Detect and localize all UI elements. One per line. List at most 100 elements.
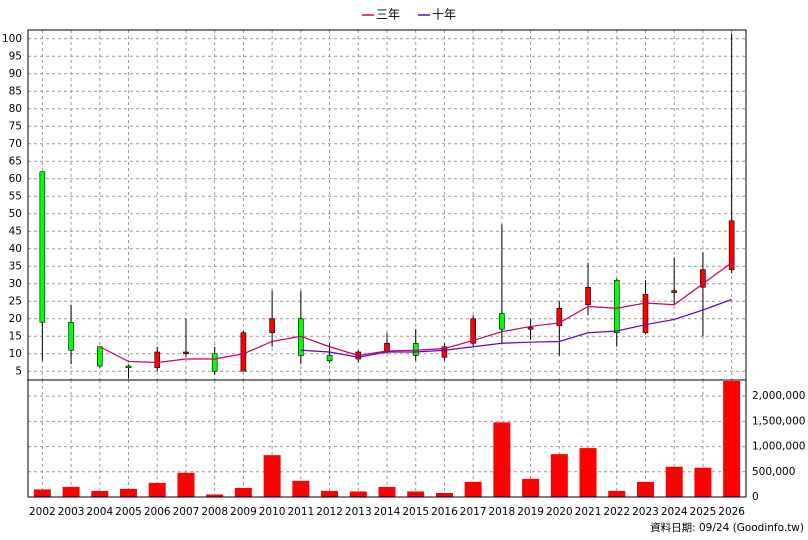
volume-bar [522, 478, 540, 497]
volume-bar [723, 381, 741, 497]
y-tick-label: 2,000,000 [752, 390, 805, 402]
volume-bar [349, 491, 367, 497]
y-tick-label: 0 [752, 491, 759, 503]
y-tick-label: 75 [9, 120, 22, 132]
candle-body [154, 351, 161, 369]
volume-bar [550, 454, 568, 497]
x-tick-label: 2004 [86, 506, 113, 518]
volume-bar [206, 494, 224, 497]
y-tick-label: 100 [2, 33, 22, 45]
y-tick-label: 1,500,000 [752, 415, 805, 427]
volume-bar [321, 490, 339, 497]
y-tick-label: 30 [9, 278, 22, 290]
x-tick-label: 2003 [58, 506, 85, 518]
x-tick-label: 2005 [115, 506, 142, 518]
x-tick-label: 2013 [345, 506, 372, 518]
x-tick-label: 2006 [144, 506, 171, 518]
x-tick-label: 2002 [29, 506, 56, 518]
y-tick-label: 85 [9, 85, 22, 97]
volume-bar [464, 481, 482, 497]
volume-bar [292, 480, 310, 497]
candle-body [700, 269, 706, 288]
candle-body [499, 313, 505, 330]
x-tick-label: 2026 [718, 506, 745, 518]
volume-bar [435, 492, 453, 497]
volume-bar [378, 486, 396, 497]
x-tick-label: 2011 [287, 506, 314, 518]
volume-bar [665, 466, 683, 497]
x-tick-label: 2015 [402, 506, 429, 518]
x-tick-label: 2009 [230, 506, 257, 518]
candle-body [671, 290, 678, 293]
volume-bar [636, 481, 654, 497]
x-tick-label: 2020 [546, 506, 573, 518]
y-tick-label: 90 [9, 68, 22, 80]
x-tick-label: 2021 [575, 506, 602, 518]
x-tick-label: 2016 [431, 506, 458, 518]
candle-body [441, 346, 448, 358]
candle-body [470, 318, 476, 344]
x-tick-label: 2018 [489, 506, 516, 518]
volume-bar [608, 490, 626, 497]
legend-label: 十年 [432, 8, 456, 22]
volume-bar [148, 482, 166, 497]
x-tick-label: 2017 [460, 506, 487, 518]
x-tick-label: 2010 [259, 506, 286, 518]
volume-bar [579, 448, 597, 497]
x-tick-label: 2007 [173, 506, 200, 518]
y-tick-label: 80 [9, 103, 22, 115]
candle-body [269, 318, 275, 334]
candle-body [412, 342, 419, 356]
volume-bar [234, 487, 252, 497]
moving-average-line [300, 298, 732, 358]
legend-label: 三年 [376, 8, 400, 22]
y-tick-label: 50 [9, 208, 22, 220]
candle-body [556, 307, 563, 327]
y-tick-label: 5 [15, 365, 22, 377]
x-tick-label: 2012 [316, 506, 343, 518]
volume-bar [177, 472, 195, 497]
candle-body [125, 365, 132, 369]
candle-body [68, 321, 74, 351]
candle-body [97, 346, 103, 367]
candle-body [211, 353, 218, 372]
volume-bar [91, 490, 109, 497]
y-tick-label: 45 [9, 225, 22, 237]
volume-bar [62, 486, 80, 497]
candle-body [585, 286, 591, 306]
y-tick-label: 95 [9, 50, 22, 62]
candle-body [642, 293, 649, 334]
moving-average-line [99, 262, 732, 364]
candle-body [240, 332, 247, 372]
candle-body [728, 220, 735, 271]
y-tick-label: 10 [9, 348, 22, 360]
y-tick-label: 70 [9, 138, 22, 150]
y-tick-label: 1,000,000 [752, 441, 805, 453]
x-tick-label: 2025 [690, 506, 717, 518]
y-tick-label: 65 [9, 155, 22, 167]
x-tick-label: 2024 [661, 506, 688, 518]
x-tick-label: 2008 [201, 506, 228, 518]
x-tick-label: 2023 [632, 506, 659, 518]
x-tick-label: 2019 [517, 506, 544, 518]
candle-body [183, 351, 189, 355]
candle-body [527, 327, 534, 330]
footer: 資料日期: 09/24 (Goodinfo.tw) [650, 521, 804, 534]
y-tick-label: 15 [9, 330, 22, 342]
y-tick-label: 500,000 [752, 466, 795, 478]
plot-frame [27, 29, 747, 498]
volume-bar [694, 467, 712, 497]
volume-bar [407, 491, 425, 497]
candle-body [326, 355, 333, 362]
x-tick-label: 2022 [603, 506, 630, 518]
volume-bar [120, 488, 138, 497]
volume-bar [33, 489, 51, 497]
y-tick-label: 35 [9, 260, 22, 272]
y-tick-label: 55 [9, 190, 22, 202]
candle-body [613, 279, 620, 334]
y-tick-label: 25 [9, 295, 22, 307]
y-tick-label: 60 [9, 173, 22, 185]
candle-body [39, 171, 46, 323]
